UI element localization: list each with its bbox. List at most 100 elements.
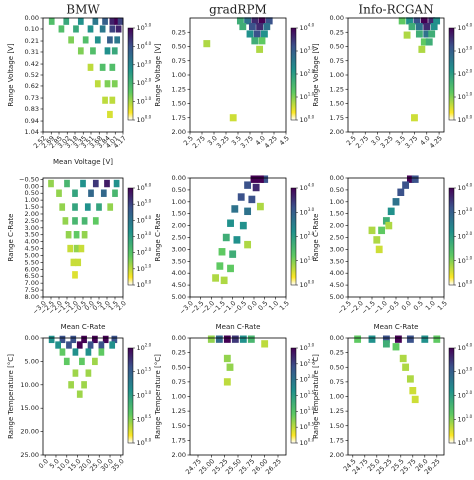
colorbar-tick-label: 100.0 (300, 438, 315, 448)
heatmap-cell (65, 231, 72, 239)
colorbar-tick-exponent: 4.0 (466, 23, 473, 28)
heatmap-cell (59, 335, 66, 344)
heatmap-cell (394, 335, 402, 343)
colorbar-tick-exponent: 1.5 (308, 390, 315, 395)
colorbar-tick-base: 10 (137, 439, 145, 447)
heatmap-cell (56, 189, 62, 197)
colorbar-tick-base: 10 (458, 233, 466, 241)
heatmap-cell (248, 22, 256, 31)
heatmap-cell (218, 248, 226, 256)
heatmap-cell (62, 217, 69, 225)
colorbar-tick-label: 103.0 (458, 46, 473, 56)
y-tick-label: 2.00 (330, 222, 344, 230)
colorbar-tick-base: 10 (300, 47, 308, 55)
y-tick-label: 2.50 (172, 234, 186, 242)
colorbar-tick-base: 10 (300, 281, 308, 289)
heatmap-cell (265, 17, 273, 25)
panel: −2.5−2.0−1.5−1.0−0.5 0.0 0.5 1.0 1.50.000.50… (312, 174, 473, 331)
colorbar-tick-base: 10 (458, 24, 466, 32)
colorbar-tick-label: 106.0 (137, 183, 152, 193)
colorbar-tick-label: 100.0 (458, 280, 473, 290)
heatmap-cell (109, 17, 116, 25)
colorbar-tick-label: 102.0 (458, 69, 473, 79)
colorbar-tick-base: 10 (300, 208, 308, 216)
colorbar-tick-base: 10 (458, 47, 466, 55)
heatmap-cell (256, 22, 264, 31)
y-tick-label: 1.25 (172, 85, 186, 93)
heatmap-cell (81, 217, 88, 225)
plot-frame (42, 337, 124, 456)
heatmap-cell (256, 202, 264, 211)
heatmap-cell (100, 189, 107, 197)
y-tick-label: 2.00 (172, 222, 186, 230)
heatmap-cell (378, 226, 386, 235)
plot-area (348, 178, 444, 297)
x-tick-label: 2.75 (191, 134, 207, 150)
heatmap-cell (99, 25, 106, 33)
colorbar-tick-label: 102.0 (458, 231, 473, 241)
y-axis-label: Range Temperature [°C] (7, 354, 15, 439)
colorbar-tick-label: 101.0 (300, 255, 315, 265)
heatmap-cell (115, 25, 122, 33)
y-tick-label: 1.00 (172, 393, 186, 401)
colorbar-tick-base: 10 (458, 344, 466, 352)
y-axis-label: Range Temperature [°C] (312, 354, 320, 439)
heatmap-cell (392, 343, 400, 351)
heatmap-cell (247, 335, 255, 343)
colorbar-tick-exponent: 1.0 (145, 263, 152, 268)
y-tick-label: 3.50 (25, 231, 39, 239)
colorbar-tick-exponent: 2.0 (145, 247, 152, 252)
y-tick-label: 0.25 (330, 349, 344, 357)
heatmap-cell (85, 348, 92, 356)
colorbar-tick-base: 10 (137, 24, 145, 32)
colorbar-tick-exponent: 1.0 (466, 414, 473, 419)
heatmap-cell (387, 207, 395, 216)
colorbar-tick-exponent: 2.0 (145, 78, 152, 83)
heatmap-cell (258, 17, 266, 25)
heatmap-cell (109, 25, 116, 33)
colorbar-tick-exponent: 0.0 (308, 115, 315, 120)
heatmap-cell (263, 22, 271, 31)
heatmap-cell (102, 96, 108, 104)
x-tick-label: 1.5 (436, 299, 449, 312)
colorbar-tick-base: 10 (458, 184, 466, 192)
colorbar-tick-exponent: 4.0 (466, 343, 473, 348)
heatmap-cell (425, 38, 433, 46)
heatmap-cell (227, 219, 234, 227)
y-tick-label: 1.50 (330, 422, 344, 430)
heatmap-cell (222, 233, 230, 242)
colorbar-tick-exponent: 2.0 (145, 343, 152, 348)
heatmap-cell (92, 357, 98, 366)
colorbar-tick-base: 10 (137, 216, 145, 224)
heatmap-cell (382, 335, 390, 343)
heatmap-cell (215, 335, 223, 343)
colorbar-tick-base: 10 (300, 233, 308, 241)
heatmap-cell (92, 17, 99, 25)
heatmap-cell (229, 114, 237, 122)
y-tick-label: 0.21 (25, 37, 39, 45)
heatmap-cell (229, 250, 237, 258)
colorbar-tick-label: 102.5 (300, 358, 315, 368)
y-tick-label: 1.50 (330, 100, 344, 108)
x-tick-label: 35.0 (110, 457, 126, 473)
colorbar-tick-base: 10 (137, 281, 145, 289)
plot-area (348, 338, 444, 455)
colorbar-tick-exponent: 1.5 (145, 366, 152, 371)
y-tick-label: 0.00 (25, 334, 39, 342)
colorbar-tick-label: 100.5 (137, 414, 152, 424)
y-tick-label: 0.42 (25, 60, 39, 68)
y-axis-label: Range C-Rate (312, 214, 320, 262)
colorbar-tick-base: 10 (300, 439, 308, 447)
colorbar-tick-label: 101.5 (137, 366, 152, 376)
x-axis-label: Mean C-Rate (216, 323, 261, 331)
colorbar-tick-exponent: 4.0 (308, 183, 315, 188)
y-tick-label: 1.75 (330, 114, 344, 122)
y-tick-label: 4.50 (172, 281, 186, 289)
heatmap-cell (375, 245, 383, 254)
y-tick-label: 0.25 (172, 28, 186, 36)
heatmap-cell (104, 80, 111, 88)
y-tick-label: 5.00 (25, 357, 39, 365)
colorbar-tick-label: 104.0 (458, 23, 473, 33)
colorbar-tick-exponent: 1.0 (308, 255, 315, 260)
heatmap-cell (111, 47, 118, 55)
